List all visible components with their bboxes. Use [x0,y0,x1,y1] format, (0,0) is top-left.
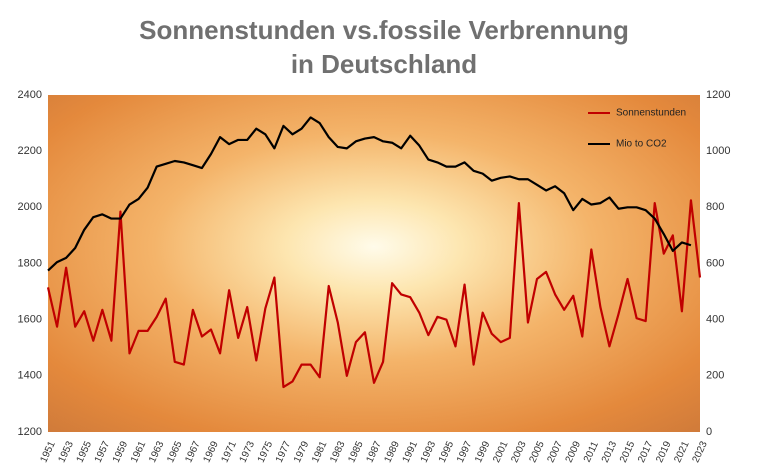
y2-tick-label: 0 [706,426,712,438]
y-tick-label: 1800 [18,257,42,269]
y2-tick-label: 1000 [706,145,730,157]
x-tick-label: 2023 [690,439,710,464]
x-tick-label: 2003 [509,439,529,464]
x-tick-label: 2021 [672,439,692,464]
x-tick-label: 2011 [582,440,601,465]
y-tick-label: 2000 [18,201,42,213]
x-tick-label: 1951 [38,439,58,464]
chart-title: Sonnenstunden vs.fossile Verbrennung [139,15,629,45]
chart-title: in Deutschland [291,49,477,79]
x-tick-label: 1973 [238,439,258,464]
x-tick-label: 1967 [183,439,203,464]
x-tick-label: 1979 [292,439,312,464]
x-tick-label: 1961 [129,439,149,464]
plot-background [48,95,700,432]
x-tick-label: 1995 [437,439,457,464]
x-tick-label: 2001 [491,439,511,464]
x-tick-label: 1975 [256,439,276,464]
x-tick-label: 1993 [419,439,439,464]
y2-tick-label: 200 [706,370,724,382]
y2-tick-label: 400 [706,314,724,326]
x-tick-label: 1983 [328,439,348,464]
y-tick-label: 1200 [18,426,42,438]
x-tick-label: 1977 [274,439,294,464]
x-tick-label: 1959 [111,439,131,464]
x-tick-label: 1989 [383,439,403,464]
x-tick-label: 1969 [201,439,221,464]
x-tick-label: 1965 [165,439,185,464]
y-tick-label: 1400 [18,370,42,382]
x-tick-label: 2005 [527,439,547,464]
y-tick-label: 2400 [18,89,42,101]
x-tick-label: 1999 [473,439,493,464]
x-tick-label: 1955 [75,439,95,464]
y-tick-label: 1600 [18,314,42,326]
x-tick-label: 1971 [220,439,240,464]
legend-text: Mio to CO2 [616,139,667,150]
x-tick-label: 1997 [455,439,475,464]
x-tick-label: 1981 [310,439,330,464]
x-tick-label: 1985 [346,439,366,464]
x-tick-label: 2015 [618,439,638,464]
x-tick-label: 1963 [147,439,167,464]
x-tick-label: 2009 [564,439,584,464]
x-tick-label: 1957 [93,439,113,464]
x-tick-label: 1953 [57,439,77,464]
y-tick-label: 2200 [18,145,42,157]
y2-tick-label: 600 [706,257,724,269]
line-series [46,199,702,389]
legend-text: Sonnenstunden [616,108,686,119]
x-tick-label: 1991 [401,439,421,464]
x-tick-label: 2019 [654,439,674,464]
y2-tick-label: 800 [706,201,724,213]
x-tick-label: 2007 [546,439,566,464]
line-series [47,116,692,272]
x-tick-label: 2017 [636,439,656,464]
y2-tick-label: 1200 [706,89,730,101]
x-tick-label: 2013 [600,439,620,464]
x-tick-label: 1987 [364,439,384,464]
